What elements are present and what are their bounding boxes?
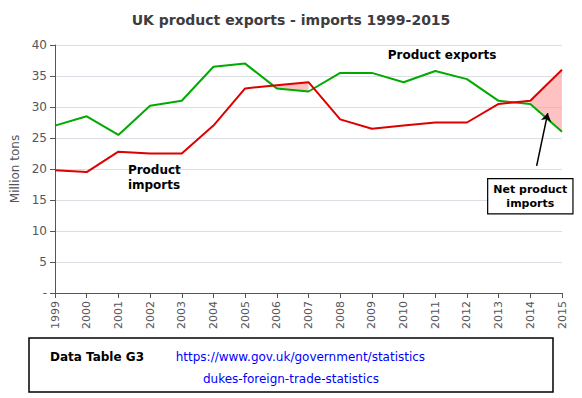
svg-text:Million tons: Million tons bbox=[8, 135, 22, 203]
svg-text:2002: 2002 bbox=[144, 301, 157, 329]
svg-text:2015: 2015 bbox=[556, 301, 569, 329]
svg-text:10: 10 bbox=[32, 224, 47, 238]
svg-text:5: 5 bbox=[39, 255, 47, 269]
svg-text:30: 30 bbox=[32, 100, 47, 114]
svg-text:-: - bbox=[43, 286, 47, 300]
svg-text:Product: Product bbox=[128, 163, 181, 177]
svg-text:Net product: Net product bbox=[493, 183, 567, 196]
svg-text:2013: 2013 bbox=[492, 301, 505, 329]
svg-text:2014: 2014 bbox=[524, 301, 537, 329]
svg-text:2003: 2003 bbox=[175, 301, 188, 329]
svg-text:imports: imports bbox=[506, 197, 554, 210]
svg-text:2001: 2001 bbox=[112, 301, 125, 329]
svg-text:2012: 2012 bbox=[460, 301, 473, 329]
svg-text:UK product exports - imports 1: UK product exports - imports 1999-2015 bbox=[132, 12, 451, 28]
svg-text:2006: 2006 bbox=[270, 301, 283, 329]
svg-text:2008: 2008 bbox=[334, 301, 347, 329]
svg-text:2009: 2009 bbox=[365, 301, 378, 329]
svg-text:dukes-foreign-trade-statistics: dukes-foreign-trade-statistics bbox=[203, 372, 379, 386]
svg-text:2010: 2010 bbox=[397, 301, 410, 329]
svg-text:2007: 2007 bbox=[302, 301, 315, 329]
svg-text:25: 25 bbox=[32, 131, 47, 145]
svg-text:https://www.gov.uk/government/: https://www.gov.uk/government/statistics bbox=[176, 350, 425, 364]
svg-text:15: 15 bbox=[32, 193, 47, 207]
svg-text:35: 35 bbox=[32, 69, 47, 83]
svg-text:2005: 2005 bbox=[239, 301, 252, 329]
svg-text:imports: imports bbox=[128, 178, 180, 192]
svg-text:1999: 1999 bbox=[49, 301, 62, 329]
svg-text:Data Table G3: Data Table G3 bbox=[50, 350, 144, 364]
svg-text:20: 20 bbox=[32, 162, 47, 176]
svg-text:40: 40 bbox=[32, 38, 47, 52]
svg-text:2004: 2004 bbox=[207, 301, 220, 329]
svg-text:Product exports: Product exports bbox=[388, 48, 497, 62]
svg-text:2011: 2011 bbox=[429, 301, 442, 329]
svg-text:2000: 2000 bbox=[80, 301, 93, 329]
